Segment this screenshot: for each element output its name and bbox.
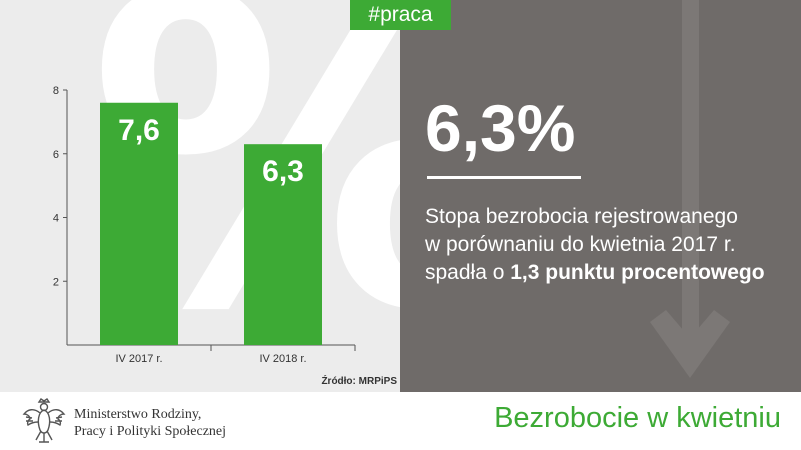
x-tick-label: IV 2018 r. [259,353,306,365]
description-highlight: 1,3 punktu procentowego [510,261,765,284]
bar-value-label: 6,3 [262,155,304,188]
source-label: Źródło: MRPiPS [321,374,397,387]
description-line-1: Stopa bezrobocia rejestrowanego [425,205,738,228]
bar-chart: 2 4 6 8 7,6 IV 2017 r. 6,3 IV 2018 r. Źródło: MR… [53,85,397,387]
y-tick-label: 8 [53,85,59,97]
headline-value: 6,3% [425,91,576,165]
bar-value-label: 7,6 [118,114,160,147]
x-tick-label: IV 2017 r. [115,353,162,365]
hashtag-badge: #praca [350,0,451,30]
polish-eagle-emblem-icon [22,398,66,443]
ministry-line-2: Pracy i Polityki Społecznej [74,424,227,439]
down-arrow-icon [650,0,730,378]
ministry-name: Ministerstwo Rodziny, Pracy i Polityki S… [74,406,226,440]
footer: Ministerstwo Rodziny, Pracy i Polityki S… [0,392,801,450]
description-line-3: spadła o 1,3 punktu procentowego [425,259,795,287]
bar [244,144,322,345]
description-line-3-prefix: spadła o [425,261,511,284]
headline-underline [427,176,581,179]
description-line-2: w porównaniu do kwietnia 2017 r. [425,233,736,256]
footer-title: Bezrobocie w kwietniu [494,402,781,434]
ministry-line-1: Ministerstwo Rodziny, [74,407,202,422]
summary-panel [400,0,801,392]
y-tick-label: 6 [53,149,59,161]
y-tick-label: 2 [53,276,59,288]
bar [100,102,178,345]
description-text: Stopa bezrobocia rejestrowanego w porówn… [425,203,795,287]
y-tick-label: 4 [53,213,59,225]
